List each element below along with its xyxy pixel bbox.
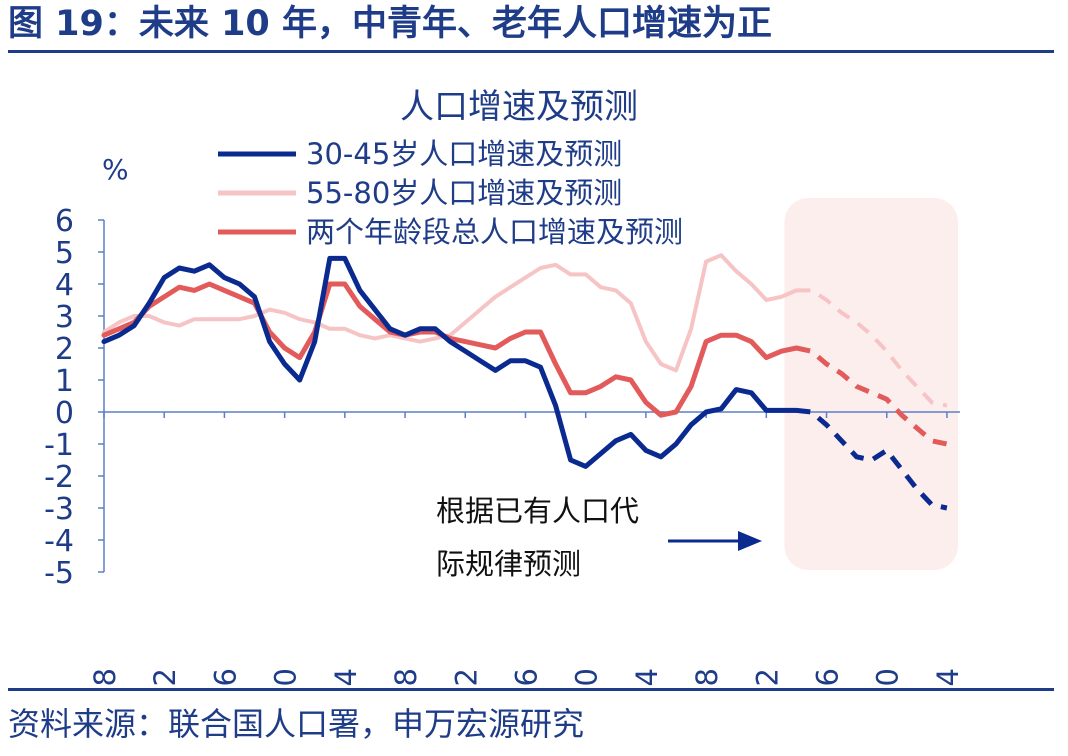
x-tick-label: 1982 <box>148 668 182 686</box>
x-tick-label: 1978 <box>88 668 122 686</box>
y-tick-label: 2 <box>55 332 74 367</box>
legend-label-55-80: 55-80岁人口增速及预测 <box>306 176 622 210</box>
y-tick-label: 4 <box>55 268 74 303</box>
footer-divider <box>8 688 1054 691</box>
axes-layer <box>103 220 960 572</box>
y-tick-label: 6 <box>55 204 74 239</box>
legend-label-total: 两个年龄段总人口增速及预测 <box>306 215 683 249</box>
y-tick-label: 1 <box>55 364 74 399</box>
title-divider <box>8 50 1054 53</box>
series-line-30-45-actual <box>101 255 799 469</box>
chart-title: 人口增速及预测 <box>400 87 638 127</box>
annotation-line-2: 际规律预测 <box>436 547 581 581</box>
figure-title: 图 19：未来 10 年，中青年、老年人口增速为正 <box>8 4 772 44</box>
x-tick-label: 2022 <box>750 668 784 686</box>
x-tick-label: 1986 <box>208 668 242 686</box>
x-tick-label: 2034 <box>931 668 965 686</box>
x-tick-label: 2006 <box>509 668 543 686</box>
series-line-30-45-forecast <box>796 407 948 511</box>
annotation-line-1: 根据已有人口代 <box>436 494 639 528</box>
series-line-55-80-forecast <box>796 288 948 408</box>
y-tick-label: 0 <box>55 396 74 431</box>
y-tick-label: -1 <box>44 428 74 463</box>
y-tick-label: 3 <box>55 300 74 335</box>
y-tick-label: -3 <box>44 492 74 527</box>
x-tick-label: 2002 <box>449 668 483 686</box>
y-axis-unit: % <box>102 153 129 186</box>
y-tick-label: -4 <box>44 524 74 559</box>
x-tick-label: 2014 <box>630 668 664 686</box>
x-tick-label: 2026 <box>811 668 845 686</box>
forecast-shaded-region <box>784 198 958 570</box>
series-line-total-forecast <box>795 345 948 447</box>
x-tick-label: 2010 <box>570 668 604 686</box>
x-tick-label: 1994 <box>329 668 363 686</box>
annotation-arrow-head <box>738 531 762 551</box>
x-tick-label: 1998 <box>389 668 423 686</box>
source-note: 资料来源：联合国人口署，申万宏源研究 <box>8 705 585 743</box>
x-tick-labels: 1978 1982 1986 1990 1994 1998 2002 2006 2010 2014… <box>88 412 965 686</box>
x-tick-label: 2018 <box>690 668 724 686</box>
y-tick-label: -2 <box>44 460 74 495</box>
x-tick-label: 2030 <box>871 668 905 686</box>
series-line-total-actual <box>101 281 799 418</box>
legend-label-30-45: 30-45岁人口增速及预测 <box>306 137 622 171</box>
x-tick-label: 1990 <box>269 668 303 686</box>
forecast-annotation: 根据已有人口代 际规律预测 <box>436 494 762 581</box>
y-tick-label: 5 <box>55 236 74 271</box>
series-line-55-80-actual <box>102 253 799 373</box>
series-layer <box>101 253 948 511</box>
legend: 30-45岁人口增速及预测 55-80岁人口增速及预测 两个年龄段总人口增速及预… <box>218 137 683 249</box>
y-tick-label: -5 <box>44 556 74 591</box>
